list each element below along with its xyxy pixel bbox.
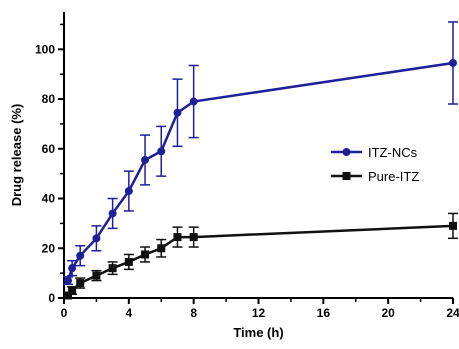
- data-point: [108, 209, 117, 218]
- y-tick-label: 40: [42, 192, 56, 206]
- data-point: [141, 250, 150, 259]
- data-point: [108, 264, 117, 273]
- data-point: [189, 233, 198, 242]
- data-point: [76, 279, 85, 288]
- y-tick-label: 100: [35, 42, 55, 56]
- data-point: [449, 58, 457, 67]
- x-axis-ticks: 0 4 8 12 16 20 24: [61, 298, 459, 320]
- legend-item: Pure-ITZ: [331, 169, 419, 184]
- x-tick-label: 4: [125, 306, 132, 320]
- legend-marker: [342, 148, 351, 156]
- data-point: [68, 286, 77, 295]
- data-point: [64, 276, 73, 285]
- legend-label: ITZ-NCs: [368, 145, 418, 160]
- data-point: [68, 264, 77, 273]
- data-point: [449, 221, 457, 230]
- series-layer: [63, 21, 458, 300]
- legend-marker: [342, 172, 351, 180]
- y-tick-label: 20: [42, 241, 56, 255]
- y-tick-label: 80: [42, 92, 56, 106]
- x-tick-label: 16: [317, 306, 331, 320]
- data-point: [173, 233, 182, 242]
- x-tick-label: 0: [61, 306, 68, 320]
- data-point: [157, 147, 166, 156]
- x-tick-label: 8: [190, 306, 197, 320]
- data-point: [76, 251, 85, 260]
- data-point: [141, 155, 150, 164]
- legend-item: ITZ-NCs: [331, 145, 418, 160]
- legend: ITZ-NCs Pure-ITZ: [331, 145, 419, 184]
- data-point: [64, 291, 73, 300]
- series-pure-itz: [63, 212, 458, 300]
- data-point: [189, 97, 198, 106]
- data-point: [124, 187, 133, 196]
- data-point: [173, 108, 182, 117]
- x-tick-label: 24: [446, 306, 459, 320]
- series-itz-ncs: [63, 21, 458, 286]
- x-tick-label: 12: [252, 306, 266, 320]
- y-tick-label: 0: [48, 291, 55, 305]
- data-point: [124, 257, 133, 266]
- legend-label: Pure-ITZ: [368, 169, 419, 184]
- y-axis-title: Drug release (%): [9, 104, 24, 207]
- data-point: [157, 244, 166, 253]
- x-axis-title: Time (h): [233, 325, 283, 340]
- data-point: [92, 271, 101, 280]
- y-axis-ticks: 0 20 40 60 80 100: [35, 23, 64, 305]
- y-tick-label: 60: [42, 142, 56, 156]
- x-tick-label: 20: [381, 306, 395, 320]
- data-point: [92, 234, 101, 243]
